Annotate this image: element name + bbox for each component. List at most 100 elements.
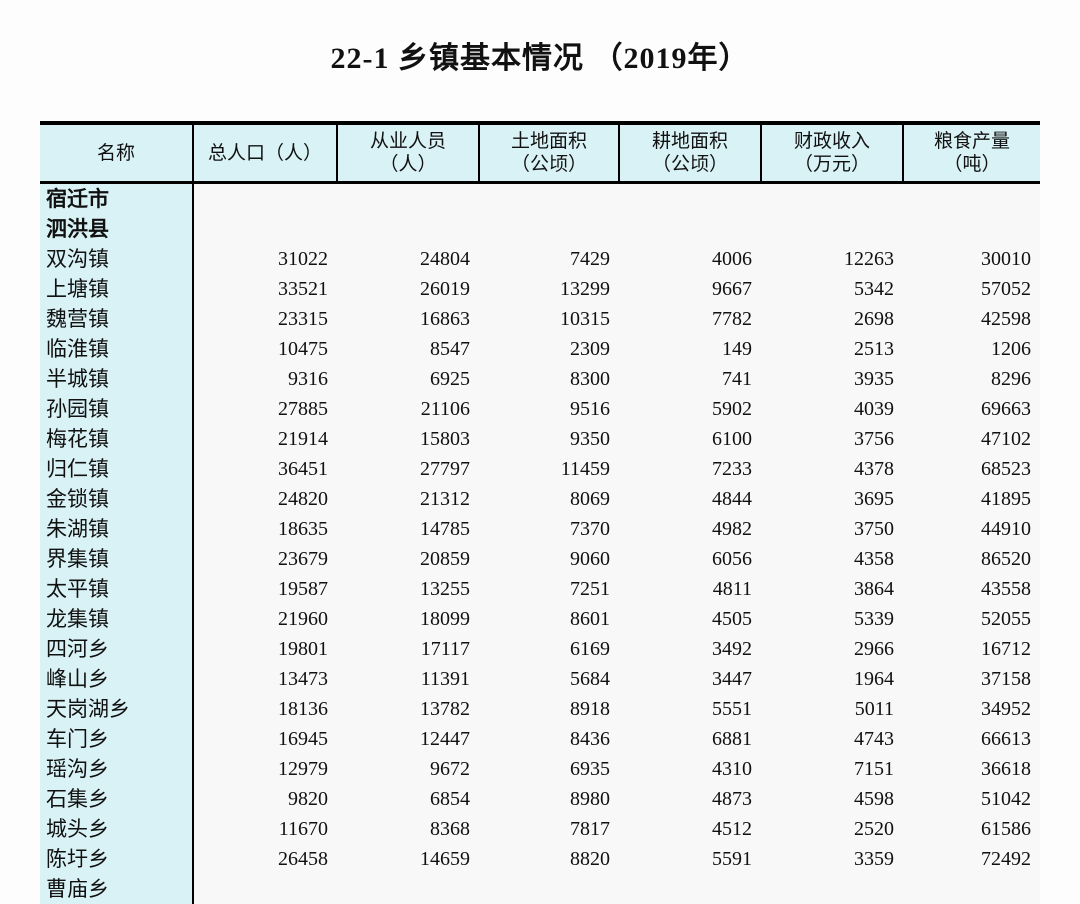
data-cell: 51042 xyxy=(903,784,1040,814)
row-name-cell: 石集乡 xyxy=(40,784,194,814)
data-cell: 52055 xyxy=(903,604,1040,634)
data-cell: 19587 xyxy=(193,574,337,604)
data-cell: 2309 xyxy=(479,334,619,364)
township-stats-table: 名称 总人口（人） 从业人员 （人） 土地面积 （公顷） 耕地面积 （公顷） 财政收入 （万元）粮… xyxy=(40,121,1040,904)
data-cell: 4006 xyxy=(619,244,761,274)
data-cell: 21106 xyxy=(337,394,479,424)
data-cell: 11459 xyxy=(479,454,619,484)
data-cell: 66613 xyxy=(903,724,1040,754)
data-cell: 3935 xyxy=(761,364,903,394)
data-cell: 9350 xyxy=(479,424,619,454)
row-name-cell: 峰山乡 xyxy=(40,664,194,694)
data-cell: 12263 xyxy=(761,244,903,274)
column-header-sub: （万元） xyxy=(793,154,870,175)
data-cell: 4811 xyxy=(619,574,761,604)
data-cell: 72492 xyxy=(903,844,1040,874)
table-row: 曹庙乡 xyxy=(40,874,1040,904)
data-cell: 6056 xyxy=(619,544,761,574)
row-name-cell: 上塘镇 xyxy=(40,274,194,304)
data-cell: 10475 xyxy=(193,334,337,364)
row-name-cell: 泗洪县 xyxy=(40,214,194,244)
data-cell: 12979 xyxy=(193,754,337,784)
data-cell: 36618 xyxy=(903,754,1040,784)
data-cell: 33521 xyxy=(193,274,337,304)
row-name-cell: 瑶沟乡 xyxy=(40,754,194,784)
table-row: 石集乡 9820 6854 8980 4873 4598 51042 xyxy=(40,784,1040,814)
data-cell: 44910 xyxy=(903,514,1040,544)
data-cell: 8368 xyxy=(337,814,479,844)
data-cell: 41895 xyxy=(903,484,1040,514)
data-cell: 5339 xyxy=(761,604,903,634)
table-row: 金锁镇 24820 21312 8069 4844 3695 41895 xyxy=(40,484,1040,514)
column-header-sub: （吨） xyxy=(943,154,1001,175)
table-row: 天岗湖乡 18136 13782 8918 5551 5011 34952 xyxy=(40,694,1040,724)
row-name-cell: 界集镇 xyxy=(40,544,194,574)
data-cell: 4358 xyxy=(761,544,903,574)
data-cell: 16712 xyxy=(903,634,1040,664)
data-cell: 4039 xyxy=(761,394,903,424)
data-cell xyxy=(337,214,479,244)
row-name-cell: 曹庙乡 xyxy=(40,874,194,904)
data-cell: 2513 xyxy=(761,334,903,364)
data-cell: 7151 xyxy=(761,754,903,784)
data-cell: 13255 xyxy=(337,574,479,604)
data-cell xyxy=(479,182,619,214)
data-cell: 19801 xyxy=(193,634,337,664)
data-cell: 43558 xyxy=(903,574,1040,604)
data-cell xyxy=(619,214,761,244)
data-cell xyxy=(193,214,337,244)
table-row: 孙园镇 27885 21106 9516 5902 4039 69663 xyxy=(40,394,1040,424)
column-header: 从业人员 （人） xyxy=(336,121,479,184)
column-header: 财政收入 （万元） xyxy=(760,121,903,184)
data-cell: 7233 xyxy=(619,454,761,484)
row-name-cell: 归仁镇 xyxy=(40,454,194,484)
data-cell: 9820 xyxy=(193,784,337,814)
table-row: 魏营镇 23315 16863 10315 7782 2698 42598 xyxy=(40,304,1040,334)
data-cell: 3492 xyxy=(619,634,761,664)
data-cell: 6169 xyxy=(479,634,619,664)
data-cell: 10315 xyxy=(479,304,619,334)
column-header-label: 财政收入 xyxy=(793,131,870,152)
data-cell: 18136 xyxy=(193,694,337,724)
data-cell xyxy=(903,182,1040,214)
data-cell: 26019 xyxy=(337,274,479,304)
data-cell: 8296 xyxy=(903,364,1040,394)
data-cell: 8918 xyxy=(479,694,619,724)
data-cell xyxy=(761,214,903,244)
data-cell: 8300 xyxy=(479,364,619,394)
data-cell: 4512 xyxy=(619,814,761,844)
data-cell: 8601 xyxy=(479,604,619,634)
row-name-cell: 朱湖镇 xyxy=(40,514,194,544)
data-cell xyxy=(479,874,619,904)
data-cell: 11670 xyxy=(193,814,337,844)
data-cell: 34952 xyxy=(903,694,1040,724)
data-cell: 8069 xyxy=(479,484,619,514)
row-name-cell: 天岗湖乡 xyxy=(40,694,194,724)
data-cell: 2698 xyxy=(761,304,903,334)
column-header-sub: （人） xyxy=(379,154,437,175)
data-cell: 7429 xyxy=(479,244,619,274)
data-cell: 30010 xyxy=(903,244,1040,274)
data-cell: 2520 xyxy=(761,814,903,844)
column-header: 耕地面积 （公顷） xyxy=(618,121,761,184)
data-cell: 9060 xyxy=(479,544,619,574)
data-cell: 23315 xyxy=(193,304,337,334)
data-cell: 6881 xyxy=(619,724,761,754)
data-cell: 6854 xyxy=(337,784,479,814)
row-name-cell: 梅花镇 xyxy=(40,424,194,454)
data-cell xyxy=(619,182,761,214)
row-name-cell: 陈圩乡 xyxy=(40,844,194,874)
data-cell: 17117 xyxy=(337,634,479,664)
data-cell xyxy=(337,182,479,214)
data-cell: 3864 xyxy=(761,574,903,604)
data-cell: 4505 xyxy=(619,604,761,634)
data-cell: 3695 xyxy=(761,484,903,514)
data-cell: 4873 xyxy=(619,784,761,814)
data-cell: 23679 xyxy=(193,544,337,574)
column-header-label: 粮食产量 xyxy=(933,131,1010,152)
data-cell xyxy=(337,874,479,904)
row-name-cell: 临淮镇 xyxy=(40,334,194,364)
data-cell: 7370 xyxy=(479,514,619,544)
data-cell: 5551 xyxy=(619,694,761,724)
table-row: 朱湖镇 18635 14785 7370 4982 3750 44910 xyxy=(40,514,1040,544)
